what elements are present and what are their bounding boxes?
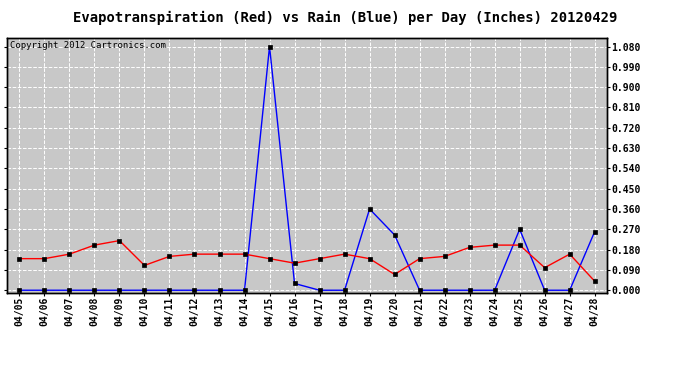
- Text: Evapotranspiration (Red) vs Rain (Blue) per Day (Inches) 20120429: Evapotranspiration (Red) vs Rain (Blue) …: [73, 11, 617, 26]
- Text: Copyright 2012 Cartronics.com: Copyright 2012 Cartronics.com: [10, 41, 166, 50]
